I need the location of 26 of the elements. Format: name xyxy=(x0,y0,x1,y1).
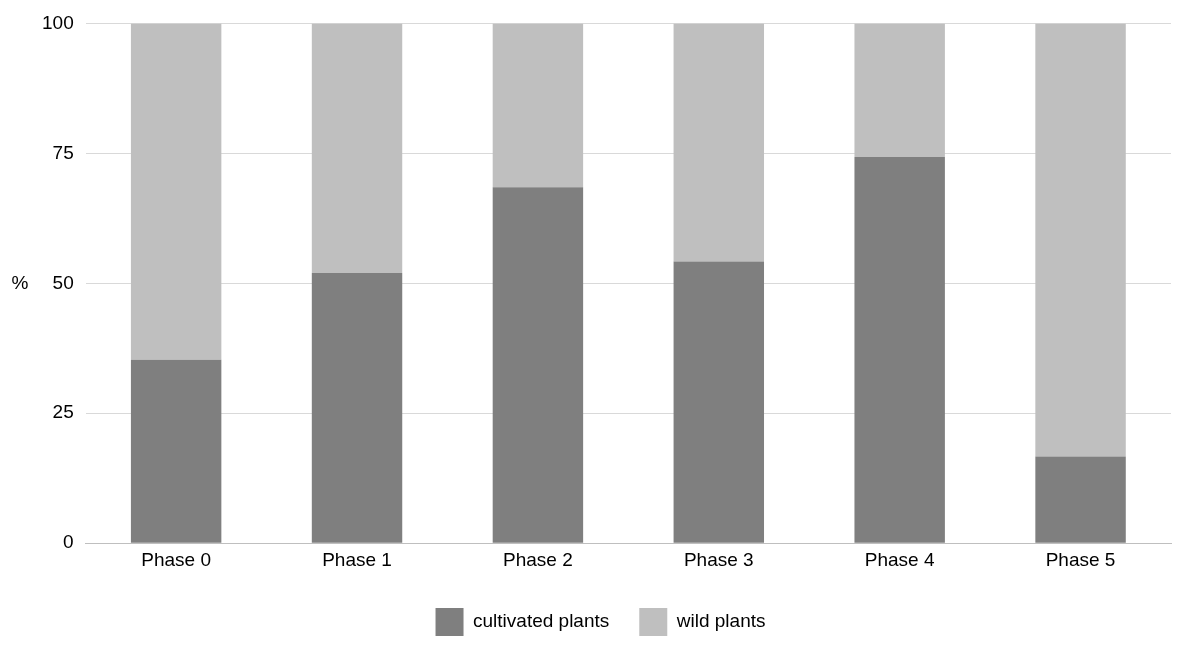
bar xyxy=(1035,456,1126,543)
y-tick-label: 100 xyxy=(42,11,74,33)
y-axis-title: % xyxy=(11,271,29,293)
legend-label: wild plants xyxy=(675,610,766,632)
bar xyxy=(311,272,403,543)
bar xyxy=(673,261,765,543)
bar xyxy=(130,23,222,360)
legend-label: cultivated plants xyxy=(473,610,610,632)
x-tick-label: Phase 1 xyxy=(322,548,392,570)
x-tick-label: Phase 0 xyxy=(141,548,212,570)
bar xyxy=(854,156,945,543)
bar xyxy=(673,23,765,262)
x-tick-label: Phase 5 xyxy=(1045,548,1116,570)
bar xyxy=(311,23,403,273)
x-tick-label: Phase 3 xyxy=(683,548,754,570)
bar xyxy=(1035,23,1126,457)
y-tick-label: 50 xyxy=(52,271,74,293)
y-tick-label: 0 xyxy=(63,531,74,553)
y-tick-label: 75 xyxy=(52,141,74,163)
y-tick-label: 25 xyxy=(52,401,74,423)
bar xyxy=(130,359,222,543)
x-tick-label: Phase 4 xyxy=(864,548,935,570)
bar xyxy=(492,23,584,188)
bar xyxy=(492,187,584,543)
bar xyxy=(854,23,945,157)
x-tick-label: Phase 2 xyxy=(503,548,573,570)
